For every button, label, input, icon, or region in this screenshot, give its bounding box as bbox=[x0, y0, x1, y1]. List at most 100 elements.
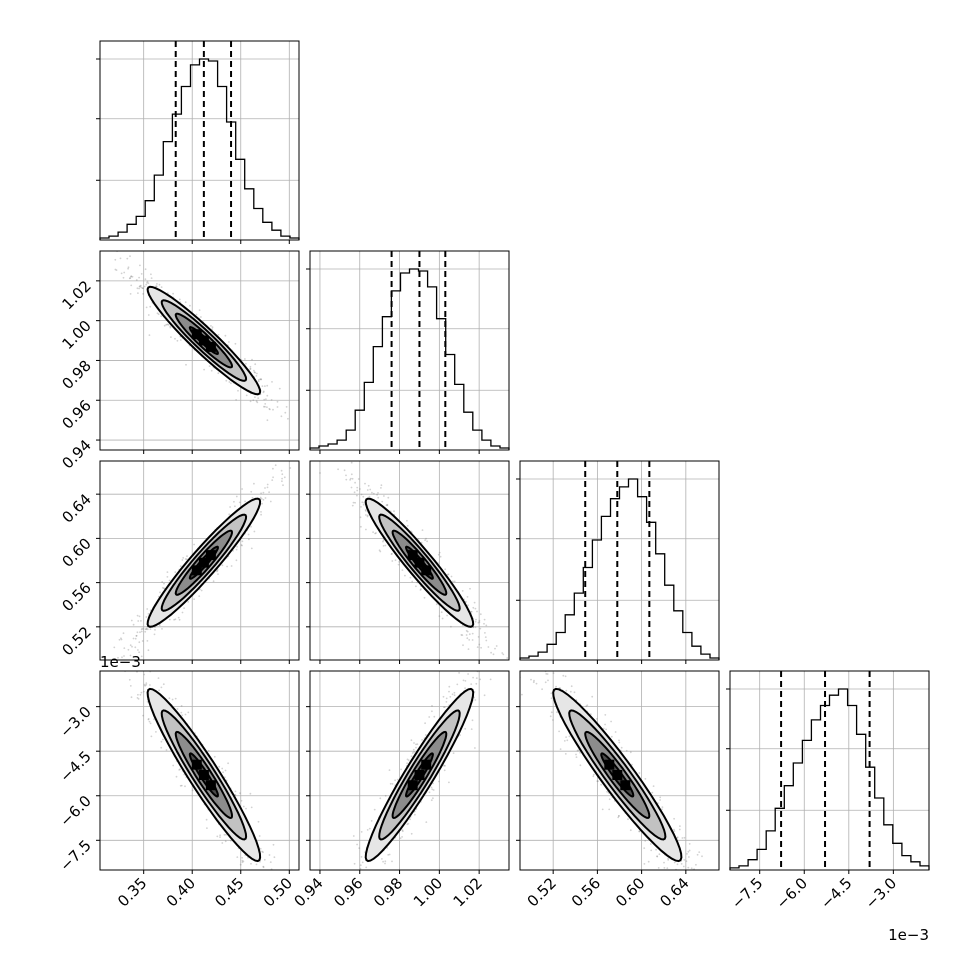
sample-point bbox=[153, 718, 155, 721]
sample-point bbox=[687, 866, 690, 869]
sample-point bbox=[533, 652, 535, 654]
sample-point bbox=[506, 646, 508, 648]
sample-point bbox=[699, 884, 701, 886]
sample-point bbox=[130, 284, 133, 287]
sample-point bbox=[585, 705, 588, 708]
sample-point bbox=[475, 618, 477, 621]
sample-point bbox=[203, 368, 206, 371]
sample-point bbox=[184, 785, 186, 788]
x-tick-label: 0.45 bbox=[211, 874, 247, 910]
sample-point bbox=[739, 924, 741, 926]
sample-point bbox=[678, 828, 681, 831]
sample-point bbox=[122, 276, 125, 279]
sample-point bbox=[499, 643, 501, 645]
sample-point bbox=[448, 781, 450, 784]
sample-point bbox=[240, 544, 243, 546]
sample-point bbox=[364, 510, 367, 512]
y-tick-label: 0.52 bbox=[58, 623, 94, 659]
peak-cell bbox=[407, 780, 418, 791]
sample-point bbox=[410, 832, 413, 835]
sample-point bbox=[688, 871, 690, 873]
sample-point bbox=[471, 719, 474, 722]
sample-point bbox=[414, 813, 416, 816]
sample-point bbox=[532, 681, 535, 684]
contour-panel-3-1 bbox=[364, 687, 475, 863]
sample-point bbox=[210, 325, 212, 327]
sample-point bbox=[394, 559, 397, 562]
histogram-step-3 bbox=[729, 688, 930, 870]
sample-point bbox=[250, 547, 253, 550]
sample-point bbox=[148, 654, 150, 656]
sample-point bbox=[356, 843, 358, 846]
sample-point bbox=[676, 836, 679, 839]
sample-point bbox=[272, 843, 275, 846]
sample-point bbox=[431, 705, 433, 707]
sample-point bbox=[185, 363, 187, 366]
sample-point bbox=[533, 679, 535, 682]
contour-line-1 bbox=[174, 312, 234, 369]
sample-point bbox=[248, 538, 250, 541]
sample-point bbox=[255, 375, 258, 377]
sample-point bbox=[237, 389, 239, 392]
sample-point bbox=[682, 872, 684, 874]
sample-point bbox=[144, 278, 147, 281]
sample-point bbox=[140, 620, 142, 622]
sample-point bbox=[657, 867, 660, 869]
sample-point bbox=[257, 397, 260, 399]
sample-point bbox=[591, 695, 594, 698]
sample-point bbox=[610, 735, 613, 738]
sample-point bbox=[94, 613, 96, 615]
sample-point bbox=[157, 677, 160, 679]
sample-point bbox=[440, 611, 443, 614]
sample-point bbox=[411, 580, 414, 583]
sample-point bbox=[301, 436, 303, 438]
sample-point bbox=[282, 484, 284, 487]
sample-point bbox=[498, 650, 500, 652]
sample-point bbox=[552, 719, 554, 721]
sample-point bbox=[137, 292, 139, 294]
sample-point bbox=[472, 606, 475, 609]
sample-point bbox=[253, 371, 256, 373]
sample-point bbox=[249, 365, 252, 368]
sample-point bbox=[210, 369, 213, 372]
sample-point bbox=[264, 403, 267, 405]
sample-point bbox=[329, 907, 331, 909]
sample-point bbox=[235, 399, 238, 401]
sample-point bbox=[450, 625, 452, 628]
sample-point bbox=[254, 371, 256, 374]
sample-point bbox=[253, 369, 255, 372]
sample-point bbox=[676, 863, 679, 866]
sample-point bbox=[547, 679, 549, 682]
sample-point bbox=[129, 293, 132, 295]
sample-point bbox=[535, 682, 538, 685]
sample-point bbox=[271, 381, 273, 383]
peak-cell bbox=[205, 341, 216, 352]
sample-point bbox=[144, 684, 147, 687]
sample-point bbox=[121, 656, 123, 659]
sample-point bbox=[515, 654, 517, 656]
peak-cell bbox=[407, 550, 418, 561]
sample-point bbox=[139, 264, 141, 267]
sample-point bbox=[250, 862, 252, 865]
sample-point bbox=[184, 301, 187, 304]
sample-point bbox=[142, 690, 145, 693]
sample-point bbox=[262, 866, 265, 869]
sample-point bbox=[416, 743, 419, 746]
sample-point bbox=[256, 401, 259, 404]
sample-point bbox=[145, 283, 148, 286]
sample-point bbox=[127, 267, 129, 270]
sample-point bbox=[453, 580, 456, 583]
sample-point bbox=[369, 488, 372, 491]
sample-point bbox=[155, 285, 158, 287]
sample-point bbox=[240, 799, 243, 802]
sample-point bbox=[468, 633, 471, 636]
sample-point bbox=[268, 854, 271, 856]
sample-point bbox=[478, 621, 481, 624]
sample-point bbox=[144, 268, 147, 271]
sample-point bbox=[550, 697, 553, 700]
sample-point bbox=[465, 629, 468, 632]
sample-point bbox=[391, 552, 393, 555]
sample-point bbox=[172, 764, 175, 767]
sample-point bbox=[150, 735, 153, 738]
sample-point bbox=[249, 367, 252, 370]
